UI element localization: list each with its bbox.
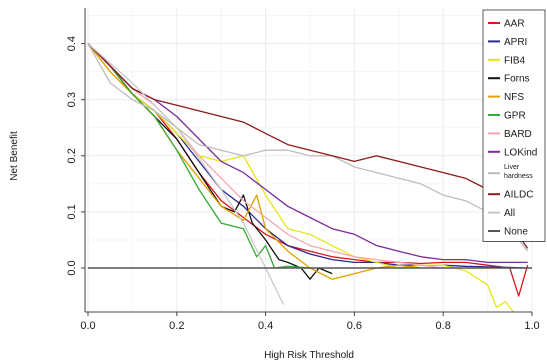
legend: AAR APRI FIB4 Forns NFS GPR BARD LOKind Liver har… xyxy=(482,9,546,242)
x-tick-label: 0.2 xyxy=(169,320,184,332)
series-line-bard xyxy=(87,43,444,269)
series-lines xyxy=(87,43,532,312)
y-tick-label: 0.2 xyxy=(66,148,78,163)
axes: 0.0 0.2 0.4 0.6 0.8 1.0 0.0 0.1 0.2 0.3 0.4 xyxy=(66,8,540,332)
legend-label-all: All xyxy=(504,208,515,219)
x-tick-label: 0.4 xyxy=(258,320,273,332)
x-tick-label: 1.0 xyxy=(524,320,539,332)
legend-label-forns: Forns xyxy=(504,74,530,85)
y-tick-label: 0.0 xyxy=(66,260,78,275)
series-line-lokind xyxy=(87,43,528,264)
legend-label-none: None xyxy=(504,227,528,238)
legend-label-lokind: LOKind xyxy=(504,147,537,158)
y-tick-label: 0.3 xyxy=(66,92,78,107)
legend-label-bard: BARD xyxy=(504,129,532,140)
legend-label-fib4: FIB4 xyxy=(504,55,526,66)
x-tick-label: 0.0 xyxy=(80,320,95,332)
series-line-fib4 xyxy=(87,43,515,312)
y-tick-label: 0.1 xyxy=(66,204,78,219)
series-line-aar xyxy=(87,43,529,297)
series-line-aildc xyxy=(87,43,529,249)
x-tick-label: 0.6 xyxy=(347,320,362,332)
legend-label-apri: APRI xyxy=(504,37,527,48)
legend-box xyxy=(482,9,546,242)
y-tick-label: 0.4 xyxy=(66,36,78,51)
legend-label-liver-hardness: Liver hardness xyxy=(504,164,533,180)
x-axis-title: High Risk Threshold xyxy=(264,350,354,360)
x-tick-label: 0.8 xyxy=(436,320,451,332)
legend-label-nfs: NFS xyxy=(504,92,524,103)
y-axis-title: Net Benefit xyxy=(9,131,20,181)
series-line-liver-hardness xyxy=(87,43,529,252)
legend-label-aar: AAR xyxy=(504,19,525,30)
legend-label-gpr: GPR xyxy=(504,111,526,122)
legend-label-aildc: AILDC xyxy=(504,190,533,201)
